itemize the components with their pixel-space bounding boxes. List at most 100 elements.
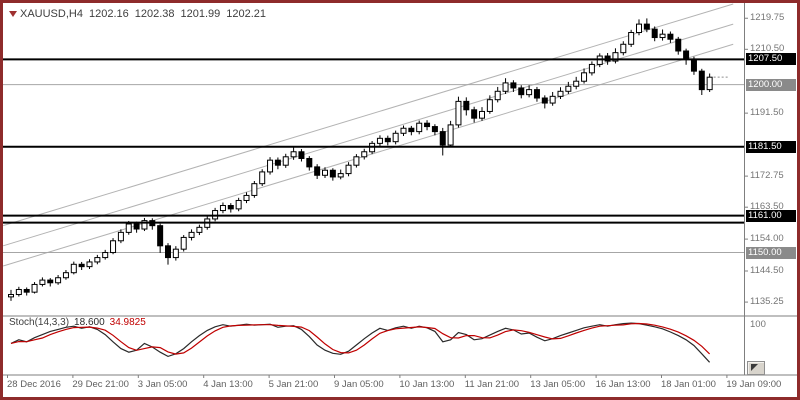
candle-body bbox=[196, 226, 203, 233]
candle-body bbox=[298, 151, 305, 159]
candle-body bbox=[322, 169, 328, 176]
time-axis-label: 28 Dec 2016 bbox=[7, 379, 61, 390]
candle-body bbox=[416, 122, 423, 133]
high-value: 1202.38 bbox=[134, 8, 175, 20]
candle-body bbox=[345, 164, 352, 175]
chart-header: XAUUSD,H4 1202.16 1202.38 1201.99 1202.21 bbox=[9, 8, 266, 20]
time-axis-label: 9 Jan 05:00 bbox=[334, 379, 384, 390]
candle-body bbox=[424, 122, 431, 128]
time-axis-label: 19 Jan 09:00 bbox=[726, 379, 782, 390]
indicator-name: Stoch(14,3,3) bbox=[9, 317, 70, 328]
candle-body bbox=[706, 76, 713, 91]
candle-body bbox=[612, 52, 619, 62]
price-axis-label: 1163.50 bbox=[750, 201, 784, 212]
time-axis-label: 18 Jan 01:00 bbox=[661, 379, 716, 390]
candle-body bbox=[557, 90, 564, 97]
candle-body bbox=[47, 279, 54, 284]
candle-body bbox=[31, 283, 38, 293]
candle-body bbox=[659, 33, 666, 39]
candle-body bbox=[643, 23, 650, 30]
candle-body bbox=[94, 257, 101, 263]
symbol-arrow-icon bbox=[9, 11, 17, 18]
price-axis[interactable]: 1219.75 1210.50 1191.50 1172.75 1163.50 1154.… bbox=[746, 3, 797, 397]
price-axis-label: 1191.50 bbox=[750, 107, 784, 118]
price-axis-label: 1219.75 bbox=[750, 12, 785, 23]
price-axis-label: 1172.75 bbox=[750, 170, 784, 181]
candle-body bbox=[180, 236, 187, 250]
candle-body bbox=[526, 89, 533, 96]
candle-body bbox=[78, 263, 85, 268]
candle-body bbox=[274, 159, 281, 166]
time-axis-label: 4 Jan 13:00 bbox=[203, 379, 253, 390]
candle-body bbox=[675, 38, 682, 52]
scroll-to-end-button[interactable] bbox=[747, 361, 765, 375]
candle-body bbox=[227, 205, 234, 210]
price-chart-canvas[interactable] bbox=[3, 3, 797, 397]
candle-body bbox=[683, 50, 690, 60]
close-value: 1202.21 bbox=[226, 8, 267, 20]
indicator-main-value: 18.600 bbox=[74, 317, 105, 328]
price-axis-label: 1210.50 bbox=[750, 43, 785, 54]
time-axis-label: 29 Dec 21:00 bbox=[72, 379, 129, 390]
time-axis-label: 10 Jan 13:00 bbox=[399, 379, 455, 390]
time-axis-label: 11 Jan 21:00 bbox=[464, 379, 520, 390]
indicator-signal-value: 34.9825 bbox=[109, 317, 146, 328]
candle-body bbox=[667, 33, 674, 40]
candle-body bbox=[636, 23, 642, 34]
candle-body bbox=[172, 248, 179, 259]
time-axis-label: 5 Jan 21:00 bbox=[268, 379, 319, 390]
candle-body bbox=[8, 294, 14, 298]
candle-body bbox=[70, 263, 77, 274]
candle-body bbox=[267, 159, 274, 173]
candle-body bbox=[651, 28, 658, 39]
candle-body bbox=[23, 288, 30, 293]
candle-body bbox=[282, 156, 289, 166]
candle-body bbox=[392, 132, 399, 143]
candle-body bbox=[353, 156, 360, 166]
candle-body bbox=[581, 72, 588, 82]
time-axis-label: 16 Jan 13:00 bbox=[595, 379, 651, 390]
candle-body bbox=[39, 279, 46, 285]
candle-body bbox=[400, 127, 407, 134]
candle-body bbox=[463, 100, 470, 111]
candle-body bbox=[165, 245, 171, 259]
candle-body bbox=[62, 272, 69, 279]
candle-body bbox=[384, 137, 391, 143]
candle-body bbox=[329, 169, 336, 178]
candle-body bbox=[55, 277, 62, 284]
candles-layer bbox=[8, 18, 713, 301]
candle-body bbox=[549, 95, 556, 104]
candle-body bbox=[439, 131, 446, 146]
candle-body bbox=[573, 80, 580, 87]
candle-body bbox=[518, 87, 525, 96]
candle-body bbox=[431, 126, 438, 133]
candle-body bbox=[125, 223, 132, 233]
gray-hlines bbox=[3, 84, 744, 254]
candle-body bbox=[314, 166, 321, 176]
stochastic-main-line bbox=[10, 322, 711, 363]
time-axis[interactable]: 28 Dec 2016 29 Dec 21:00 3 Jan 05:00 4 Jan … bbox=[3, 378, 797, 396]
low-value: 1201.99 bbox=[180, 8, 221, 20]
candle-body bbox=[502, 82, 509, 92]
candle-body bbox=[588, 63, 595, 74]
price-level-label: 1181.50 bbox=[746, 141, 796, 153]
candle-body bbox=[251, 183, 258, 196]
candle-body bbox=[290, 151, 297, 158]
candle-body bbox=[110, 240, 117, 254]
candle-body bbox=[698, 70, 705, 91]
stochastic-signal-line bbox=[10, 322, 711, 355]
candle-body bbox=[157, 225, 164, 247]
price-level-label: 1200.00 bbox=[746, 79, 796, 91]
black-hlines bbox=[3, 58, 744, 224]
candle-body bbox=[188, 231, 195, 238]
price-level-label: 1207.50 bbox=[746, 53, 796, 65]
candle-body bbox=[235, 199, 242, 210]
candle-body bbox=[337, 173, 344, 178]
price-axis-label: 1154.00 bbox=[750, 233, 784, 244]
price-axis-label: 1135.25 bbox=[750, 296, 784, 307]
candle-body bbox=[408, 127, 415, 133]
candle-body bbox=[479, 110, 485, 119]
candle-body bbox=[376, 137, 383, 144]
candle-body bbox=[486, 99, 493, 112]
indicator-label: Stoch(14,3,3) 18.600 34.9825 bbox=[9, 317, 146, 328]
